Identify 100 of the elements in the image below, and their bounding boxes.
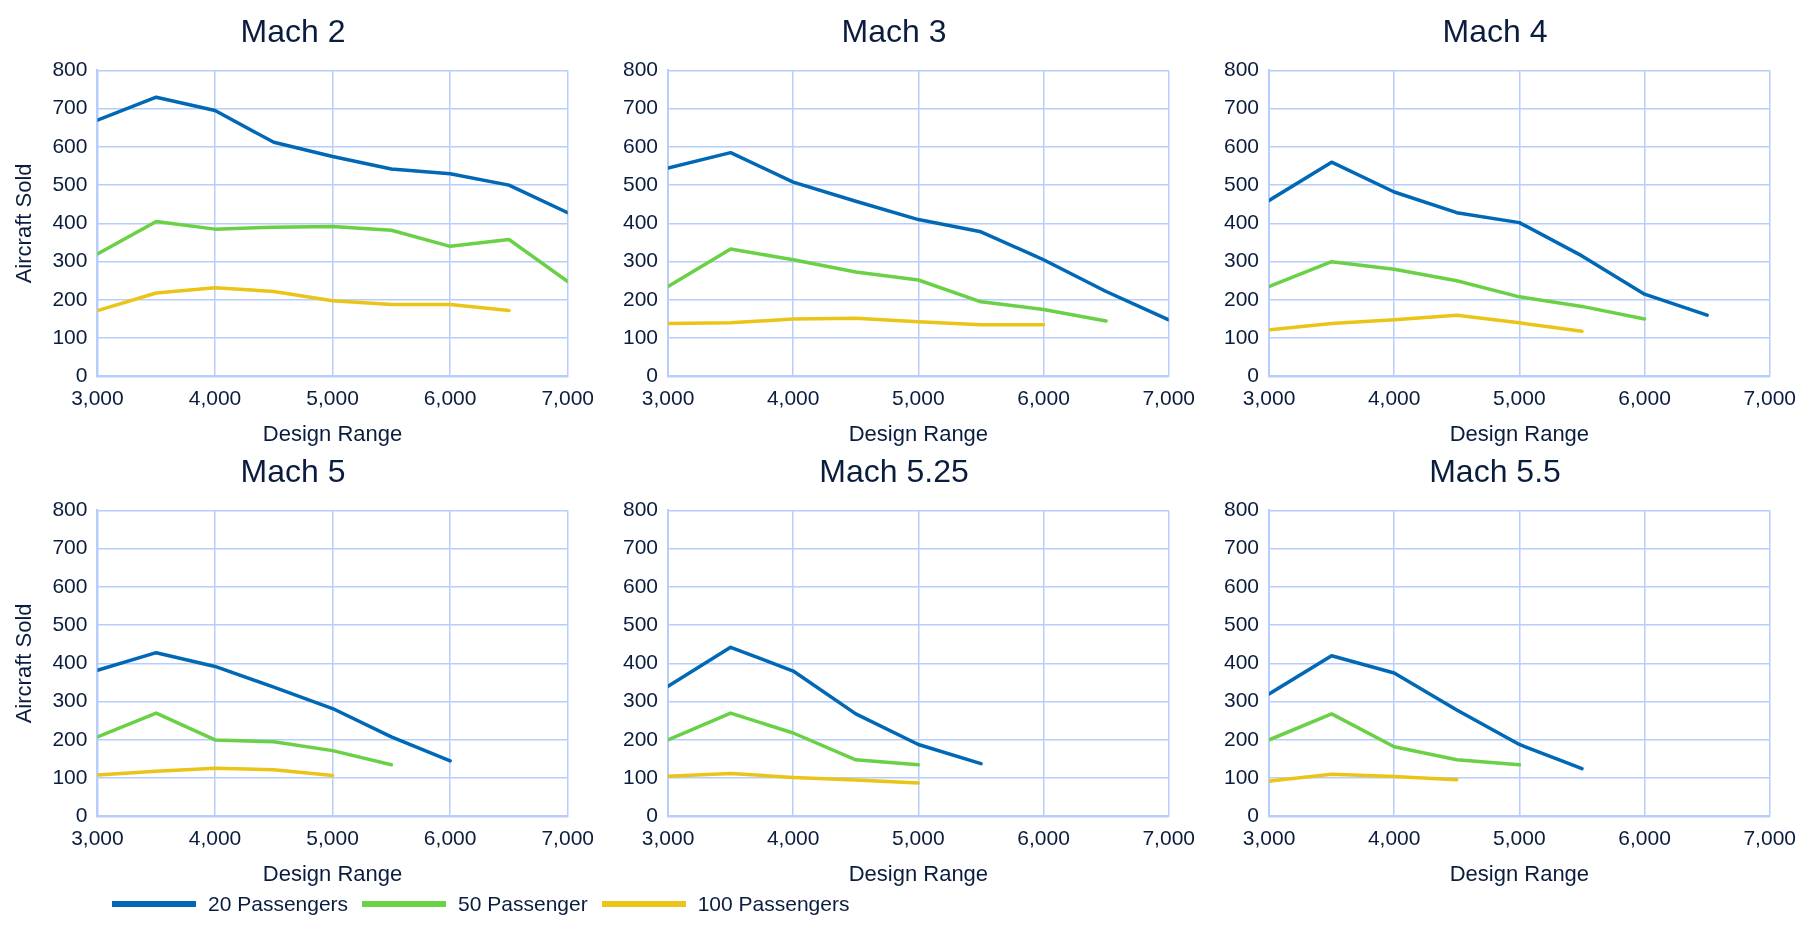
y-tick-label: 700 xyxy=(1223,535,1260,559)
legend-label: 20 Passengers xyxy=(208,892,349,916)
y-tick-label: 600 xyxy=(52,573,88,597)
x-tick-label: 3,000 xyxy=(1242,825,1296,849)
chart-title: Mach 4 xyxy=(1442,13,1548,50)
x-tick-label: 3,000 xyxy=(641,825,695,849)
y-tick-label: 500 xyxy=(1223,611,1260,635)
y-tick-label: 0 xyxy=(1247,803,1260,827)
y-tick-label: 800 xyxy=(622,497,659,521)
chart-title: Mach 2 xyxy=(240,13,346,50)
y-tick-label: 200 xyxy=(622,286,659,310)
y-tick-label: 200 xyxy=(52,286,88,310)
x-tick-label: 4,000 xyxy=(188,385,242,409)
x-tick-label: 7,000 xyxy=(1142,825,1196,849)
chart-title: Mach 5 xyxy=(240,453,346,490)
x-tick-label: 7,000 xyxy=(541,385,595,409)
x-tick-label: 6,000 xyxy=(1618,825,1671,849)
chart-title: Mach 5.25 xyxy=(819,453,969,490)
x-tick-label: 3,000 xyxy=(71,825,124,849)
y-tick-label: 600 xyxy=(52,133,88,157)
y-tick-label: 300 xyxy=(52,248,88,272)
x-axis-title: Design Range xyxy=(848,420,989,446)
x-axis-title: Design Range xyxy=(848,860,989,886)
x-tick-label: 4,000 xyxy=(1367,825,1421,849)
y-tick-label: 600 xyxy=(1223,133,1260,157)
x-axis-title: Design Range xyxy=(262,860,403,886)
y-tick-label: 300 xyxy=(52,688,88,712)
y-tick-label: 400 xyxy=(622,210,659,234)
x-tick-label: 5,000 xyxy=(306,385,359,409)
x-tick-label: 4,000 xyxy=(188,825,242,849)
y-tick-label: 300 xyxy=(1223,248,1260,272)
x-axis-title: Design Range xyxy=(1449,420,1590,446)
x-tick-label: 6,000 xyxy=(423,825,477,849)
y-tick-label: 400 xyxy=(52,210,88,234)
y-tick-label: 0 xyxy=(1247,363,1260,387)
x-tick-label: 6,000 xyxy=(1017,385,1070,409)
y-tick-label: 800 xyxy=(1223,57,1260,81)
y-tick-label: 300 xyxy=(622,248,659,272)
y-tick-label: 400 xyxy=(1223,210,1260,234)
y-tick-label: 0 xyxy=(646,803,659,827)
x-tick-label: 7,000 xyxy=(1142,385,1196,409)
y-tick-label: 100 xyxy=(1223,764,1260,788)
y-tick-label: 200 xyxy=(1223,286,1260,310)
x-tick-label: 6,000 xyxy=(423,385,477,409)
y-tick-label: 0 xyxy=(646,363,659,387)
y-tick-label: 500 xyxy=(1223,171,1260,195)
x-axis-title: Design Range xyxy=(1449,860,1590,886)
y-tick-label: 800 xyxy=(1223,497,1260,521)
x-axis-title: Design Range xyxy=(262,420,403,446)
x-tick-label: 5,000 xyxy=(306,825,359,849)
y-tick-label: 100 xyxy=(52,764,88,788)
x-tick-label: 4,000 xyxy=(766,825,820,849)
x-tick-label: 7,000 xyxy=(1743,825,1797,849)
y-tick-label: 0 xyxy=(75,363,88,387)
y-tick-label: 500 xyxy=(622,171,659,195)
x-tick-label: 5,000 xyxy=(1493,825,1546,849)
y-tick-label: 200 xyxy=(52,726,88,750)
y-tick-label: 700 xyxy=(1223,95,1260,119)
y-tick-label: 100 xyxy=(622,764,659,788)
y-tick-label: 600 xyxy=(1223,573,1260,597)
y-tick-label: 800 xyxy=(622,57,659,81)
y-tick-label: 300 xyxy=(622,688,659,712)
x-tick-label: 4,000 xyxy=(766,385,820,409)
chart-title: Mach 5.5 xyxy=(1429,453,1561,490)
y-tick-label: 700 xyxy=(622,95,659,119)
y-tick-label: 700 xyxy=(52,535,88,559)
y-tick-label: 400 xyxy=(622,650,659,674)
y-axis-title: Aircraft Sold xyxy=(11,163,37,284)
y-axis-title: Aircraft Sold xyxy=(11,603,37,724)
x-tick-label: 6,000 xyxy=(1618,385,1671,409)
y-tick-label: 700 xyxy=(52,95,88,119)
x-tick-label: 5,000 xyxy=(1493,385,1546,409)
y-tick-label: 800 xyxy=(52,57,88,81)
x-tick-label: 3,000 xyxy=(641,385,695,409)
y-tick-label: 300 xyxy=(1223,688,1260,712)
x-tick-label: 6,000 xyxy=(1017,825,1070,849)
y-tick-label: 200 xyxy=(1223,726,1260,750)
y-tick-label: 400 xyxy=(52,650,88,674)
y-tick-label: 100 xyxy=(52,324,88,348)
y-tick-label: 100 xyxy=(1223,324,1260,348)
y-tick-label: 100 xyxy=(622,324,659,348)
chart-title: Mach 3 xyxy=(841,13,947,50)
legend-label: 100 Passengers xyxy=(697,892,850,916)
x-tick-label: 7,000 xyxy=(541,825,595,849)
y-tick-label: 700 xyxy=(622,535,659,559)
y-tick-label: 0 xyxy=(75,803,88,827)
y-tick-label: 800 xyxy=(52,497,88,521)
y-tick-label: 200 xyxy=(622,726,659,750)
y-tick-label: 400 xyxy=(1223,650,1260,674)
x-tick-label: 5,000 xyxy=(892,385,945,409)
y-tick-label: 500 xyxy=(622,611,659,635)
x-tick-label: 5,000 xyxy=(892,825,945,849)
legend-label: 50 Passenger xyxy=(458,892,588,916)
y-tick-label: 500 xyxy=(52,171,88,195)
x-tick-label: 7,000 xyxy=(1743,385,1797,409)
x-tick-label: 3,000 xyxy=(1242,385,1296,409)
y-tick-label: 600 xyxy=(622,133,659,157)
x-tick-label: 3,000 xyxy=(71,385,124,409)
y-tick-label: 500 xyxy=(52,611,88,635)
x-tick-label: 4,000 xyxy=(1367,385,1421,409)
